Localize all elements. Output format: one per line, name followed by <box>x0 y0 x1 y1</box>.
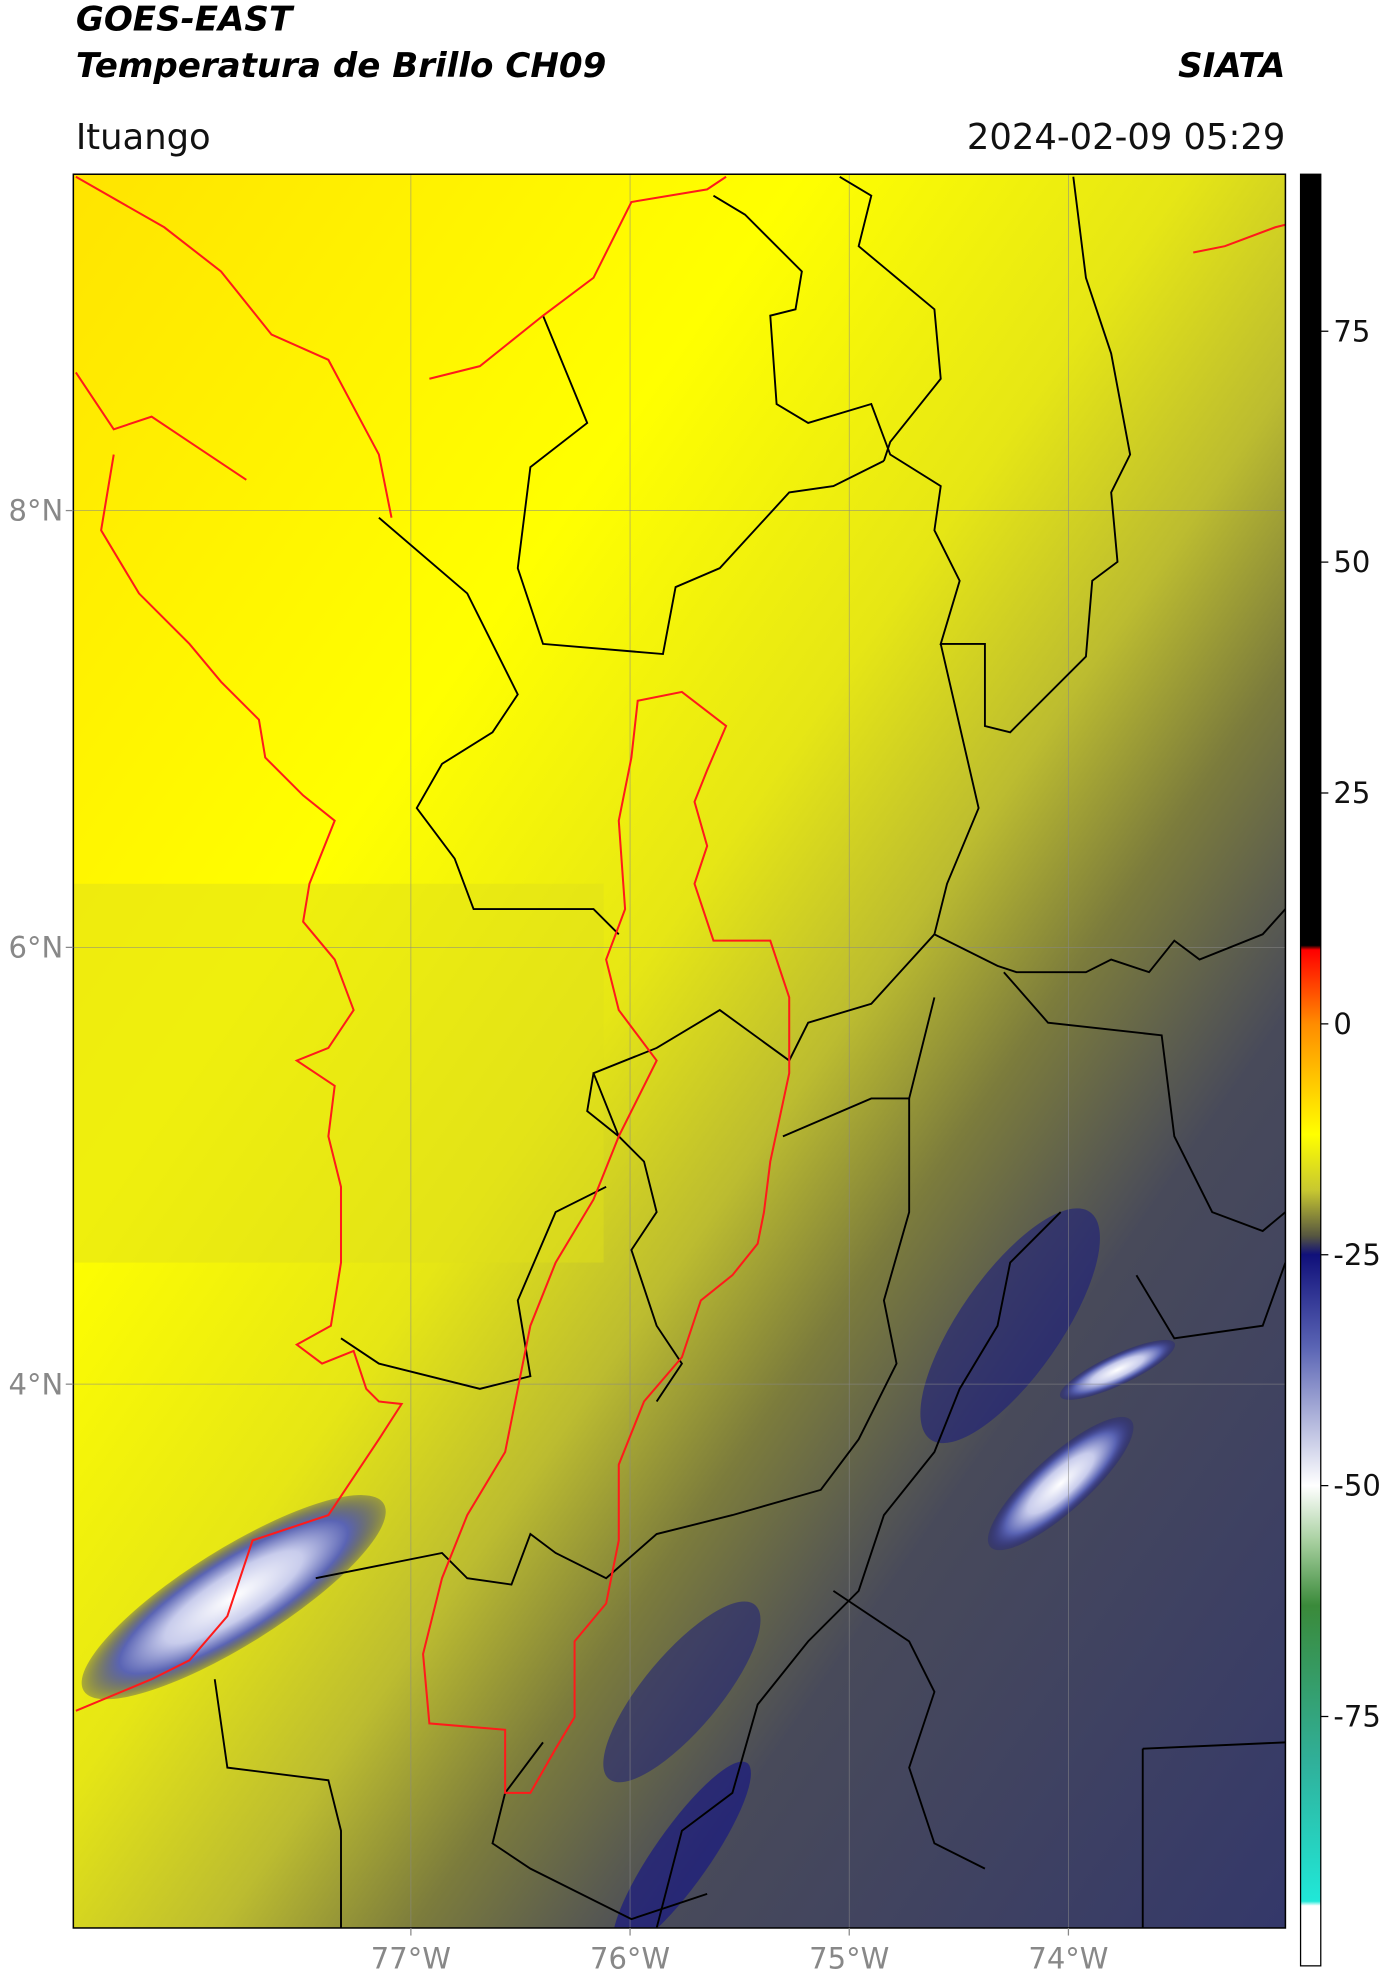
colorbar-ticks: 75 50 25 0 -25 -50 -75 <box>1320 314 1381 1734</box>
source: SIATA <box>1178 46 1285 86</box>
colorbar-tick-label: -75 <box>1333 1700 1380 1734</box>
map-area <box>73 174 1286 1928</box>
location: Ituango <box>76 117 211 158</box>
axes: 77°W 76°W 75°W 74°W 8°N 6°N 4°N <box>9 494 1109 1976</box>
colorbar <box>1299 173 1322 1967</box>
y-tick-label: 6°N <box>9 930 64 964</box>
cloud-region <box>603 1601 761 1783</box>
field-patch <box>73 883 604 1263</box>
colorbar-tick-label: 50 <box>1333 545 1370 579</box>
x-tick-label: 77°W <box>371 1941 451 1975</box>
cloud-region <box>612 1761 751 1928</box>
grid <box>73 174 1286 1928</box>
y-tick-label: 4°N <box>9 1367 64 1401</box>
colorbar-tick-label: 25 <box>1333 776 1370 810</box>
subtitle: Temperatura de Brillo CH09 <box>76 46 606 86</box>
y-tick-label: 8°N <box>9 494 64 528</box>
x-tick-label: 75°W <box>809 1941 889 1975</box>
colorbar-tick-label: -25 <box>1333 1238 1380 1272</box>
colorbar-tick-label: 75 <box>1333 314 1370 348</box>
cold-cloud <box>1059 1339 1176 1400</box>
boundaries <box>213 175 1286 1928</box>
title: GOES-EAST <box>76 0 295 39</box>
x-tick-label: 76°W <box>590 1941 670 1975</box>
coastline-and-basin <box>75 175 1286 1794</box>
timestamp: 2024-02-09 05:29 <box>967 117 1286 158</box>
x-tick-label: 74°W <box>1028 1941 1108 1975</box>
colorbar-tick-label: -50 <box>1333 1469 1380 1503</box>
map-frame <box>72 173 1287 1929</box>
colorbar-tick-label: 0 <box>1333 1007 1351 1041</box>
cold-cloud <box>987 1416 1134 1551</box>
